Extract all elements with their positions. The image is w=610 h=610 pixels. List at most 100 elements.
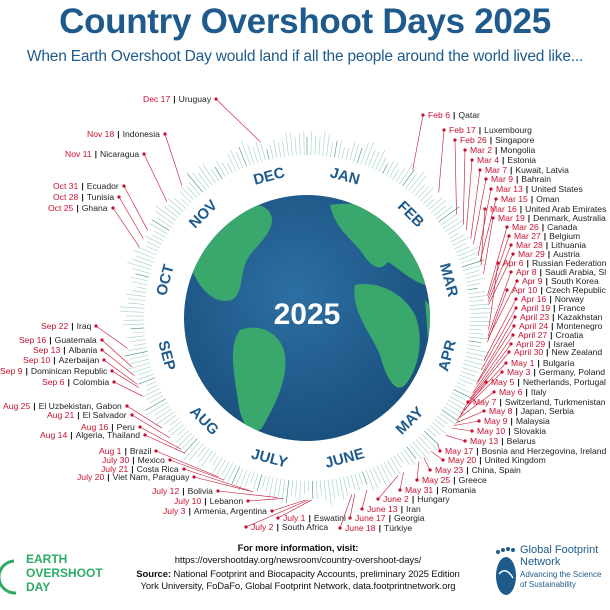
separator: |: [549, 294, 552, 304]
country-label: July 30 | Mexico: [102, 455, 165, 465]
separator: |: [94, 149, 97, 159]
overshoot-date: April 30: [514, 347, 544, 357]
day-tick: [412, 441, 430, 462]
country-label: Feb 17 | Luxembourg: [449, 125, 532, 135]
overshoot-date: Feb 6: [428, 110, 450, 120]
country-name: Denmark, Australia: [533, 213, 606, 223]
overshoot-date: Dec 17: [143, 94, 171, 104]
country-label: April 29 | Israel: [516, 339, 575, 349]
country-label: April 24 | Montenegro: [519, 321, 602, 331]
country-name: Türkiye: [384, 523, 413, 533]
day-tick: [341, 147, 345, 159]
day-tick: [167, 421, 182, 433]
country-label: Feb 26 | Singapore: [460, 135, 534, 145]
day-tick: [395, 167, 406, 182]
leader-dot: [168, 458, 172, 462]
separator: |: [519, 204, 523, 214]
day-tick: [390, 457, 401, 475]
leader-line: [454, 139, 457, 215]
leader-dot: [100, 348, 104, 352]
separator: |: [436, 485, 439, 495]
leader-line: [476, 325, 515, 385]
day-tick: [310, 131, 312, 156]
country-name: Mongolia: [500, 145, 536, 155]
country-label: Mar 15 | Oman: [501, 194, 560, 204]
leader-dot: [276, 516, 280, 520]
country-name: Armenia, Argentina: [193, 506, 267, 516]
day-tick: [350, 474, 356, 490]
day-tick: [222, 462, 233, 483]
leader-dot: [507, 234, 511, 238]
leader-line: [271, 499, 306, 512]
country-name: South Korea: [550, 276, 599, 286]
country-label: July 1 | Eswatini: [283, 513, 346, 523]
day-tick: [177, 427, 187, 436]
day-tick: [181, 198, 189, 207]
separator: |: [53, 355, 56, 365]
day-tick: [403, 449, 416, 465]
country-name: Israel: [553, 339, 575, 349]
country-name: Bolivia: [187, 486, 213, 496]
day-tick: [230, 150, 240, 170]
day-tick: [180, 435, 195, 451]
day-tick: [415, 439, 431, 456]
day-tick: [120, 311, 145, 313]
day-tick: [198, 166, 213, 186]
more-info-url[interactable]: https://overshootday.org/newsroom/countr…: [174, 554, 422, 566]
leader-line: [481, 307, 517, 370]
day-tick: [469, 299, 485, 302]
leader-line: [488, 253, 514, 305]
country-name: Indonesia: [122, 129, 160, 139]
day-tick: [358, 472, 363, 485]
day-tick: [331, 479, 336, 499]
leader-line: [131, 414, 171, 439]
overshoot-date: Mar 9: [491, 174, 513, 184]
country-name: Croatia: [555, 330, 584, 340]
country-label: May 25 | Greece: [422, 475, 487, 485]
day-tick: [438, 206, 460, 223]
separator: |: [81, 192, 84, 202]
leader-line: [112, 207, 140, 248]
leader-dot: [143, 433, 147, 437]
day-tick: [169, 418, 179, 426]
day-tick: [119, 306, 145, 309]
day-tick: [247, 144, 255, 164]
leader-dot: [421, 113, 425, 117]
leader-dot: [509, 342, 513, 346]
leader-line: [483, 298, 517, 361]
day-tick: [315, 480, 318, 500]
day-tick: [163, 206, 179, 219]
leader-dot: [507, 350, 511, 354]
eod-swirl-icon: [0, 559, 17, 595]
country-label: April 19 | France: [521, 303, 585, 313]
day-tick: [180, 192, 192, 204]
overshoot-date: May 6: [499, 387, 523, 397]
separator: |: [49, 335, 52, 345]
day-tick: [173, 197, 187, 210]
country-label: Mar 2 | Mongolia: [470, 145, 535, 155]
leader-line: [217, 490, 278, 498]
overshoot-date: May 20: [448, 455, 477, 465]
overshoot-date: July 30: [102, 455, 130, 465]
overshoot-date: Apr 10: [512, 285, 538, 295]
country-name: Estonia: [507, 155, 537, 165]
separator: |: [515, 174, 519, 184]
day-tick: [431, 200, 446, 213]
country-name: Singapore: [495, 135, 535, 145]
overshoot-date: June 13: [367, 504, 398, 514]
day-tick: [447, 399, 471, 413]
country-label: June 2 | Hungary: [383, 494, 450, 504]
country-label: May 17 | Bosnia and Herzegovina, Ireland: [445, 446, 606, 456]
overshoot-date: June 17: [355, 513, 386, 523]
leader-dot: [466, 400, 470, 404]
day-tick: [174, 432, 192, 450]
country-name: Germany, Poland: [538, 367, 606, 377]
overshoot-date: Mar 29: [518, 249, 545, 259]
separator: |: [510, 416, 513, 426]
day-tick: [339, 477, 345, 501]
country-name: Belarus: [506, 436, 536, 446]
country-label: May 8 | Japan, Serbia: [489, 406, 574, 416]
leader-dot: [360, 507, 364, 511]
leader-line: [349, 493, 356, 519]
country-name: Oman: [536, 194, 560, 204]
